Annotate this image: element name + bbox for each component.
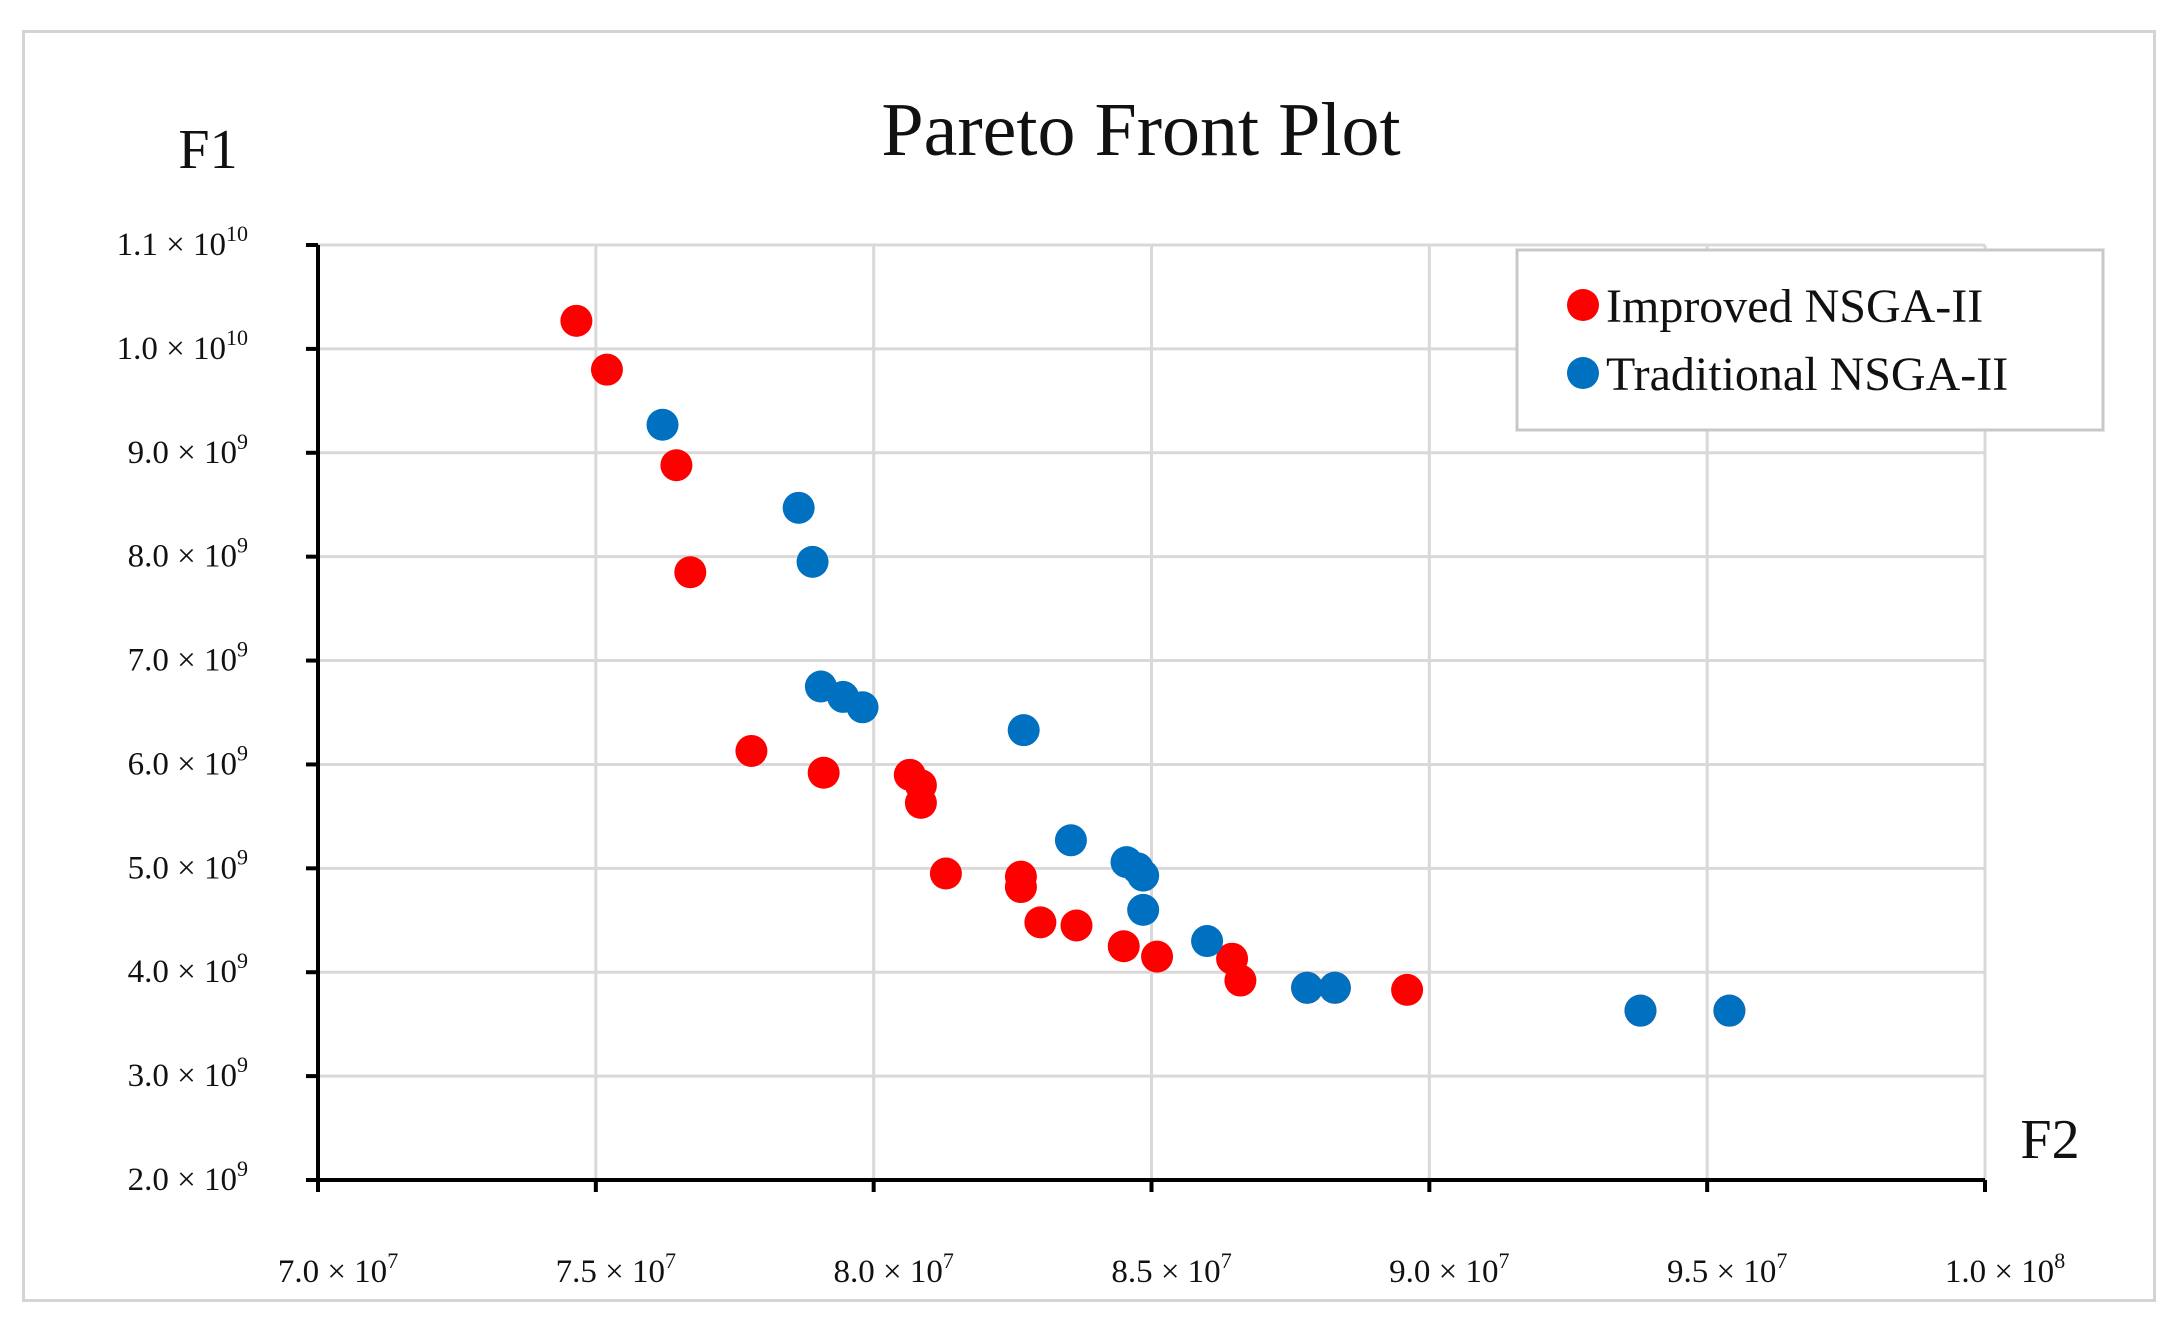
traditional-point [1624, 994, 1657, 1027]
y-axis-label: F1 [178, 119, 237, 181]
improved-point [1060, 909, 1093, 942]
improved-point [1004, 871, 1037, 904]
improved-point [590, 353, 623, 386]
improved-point [735, 734, 768, 767]
y-tick-label: 4.0 × 109 [128, 948, 248, 990]
data-points [560, 304, 1746, 1027]
traditional-point [1054, 824, 1087, 857]
y-tick-label: 7.0 × 109 [128, 637, 248, 679]
legend-marker-traditional [1567, 357, 1599, 389]
x-tick-label: 7.5 × 107 [556, 1248, 676, 1290]
y-tick-label: 3.0 × 109 [128, 1052, 248, 1094]
improved-point [660, 449, 693, 482]
x-tick-label: 9.5 × 107 [1667, 1248, 1787, 1290]
improved-point [1141, 940, 1174, 973]
improved-point [929, 857, 962, 890]
traditional-point [1291, 971, 1324, 1004]
legend-label-traditional: Traditional NSGA-II [1606, 348, 2008, 401]
chart-title: Pareto Front Plot [881, 88, 1400, 172]
improved-point [1391, 973, 1424, 1006]
traditional-point [1191, 925, 1224, 958]
x-tick-label: 8.5 × 107 [1111, 1248, 1231, 1290]
traditional-point [1713, 994, 1746, 1027]
improved-point [807, 756, 840, 789]
traditional-point [1007, 714, 1040, 747]
improved-point [560, 304, 593, 337]
legend-box [1515, 248, 2105, 432]
legend-marker-improved [1567, 289, 1599, 321]
y-tick-label: 5.0 × 109 [128, 844, 248, 886]
improved-point [1024, 906, 1057, 939]
improved-point [674, 556, 707, 589]
improved-point [904, 786, 937, 819]
y-tick-label: 1.0 × 1010 [117, 325, 248, 367]
traditional-point [1318, 971, 1351, 1004]
improved-point [1224, 964, 1257, 997]
tick-labels: 1.1 × 1010 1.0 × 1010 9.0 × 109 8.0 × 109 7.… [117, 221, 2066, 1290]
y-tick-label: 8.0 × 109 [128, 533, 248, 575]
traditional-point [796, 545, 829, 578]
traditional-point [1127, 893, 1160, 926]
legend-label-improved: Improved NSGA-II [1606, 280, 1983, 333]
x-tick-label: 7.0 × 107 [278, 1248, 398, 1290]
x-axis-label: F2 [2020, 1109, 2079, 1171]
traditional-point [646, 408, 679, 441]
axes [306, 243, 1987, 1192]
traditional-point [1127, 859, 1160, 892]
y-tick-label: 1.1 × 1010 [117, 221, 248, 263]
chart-frame [22, 30, 2156, 1302]
x-tick-label: 1.0 × 108 [1945, 1248, 2065, 1290]
y-tick-label: 2.0 × 109 [128, 1156, 248, 1198]
x-tick-label: 9.0 × 107 [1389, 1248, 1509, 1290]
legend: Improved NSGA-II Traditional NSGA-II [1515, 248, 2105, 432]
traditional-point [846, 691, 879, 724]
y-tick-label: 6.0 × 109 [128, 740, 248, 782]
improved-point [1107, 930, 1140, 963]
traditional-point [782, 491, 815, 524]
x-tick-label: 8.0 × 107 [833, 1248, 953, 1290]
y-tick-label: 9.0 × 109 [128, 429, 248, 471]
grid-lines [318, 243, 1987, 1180]
